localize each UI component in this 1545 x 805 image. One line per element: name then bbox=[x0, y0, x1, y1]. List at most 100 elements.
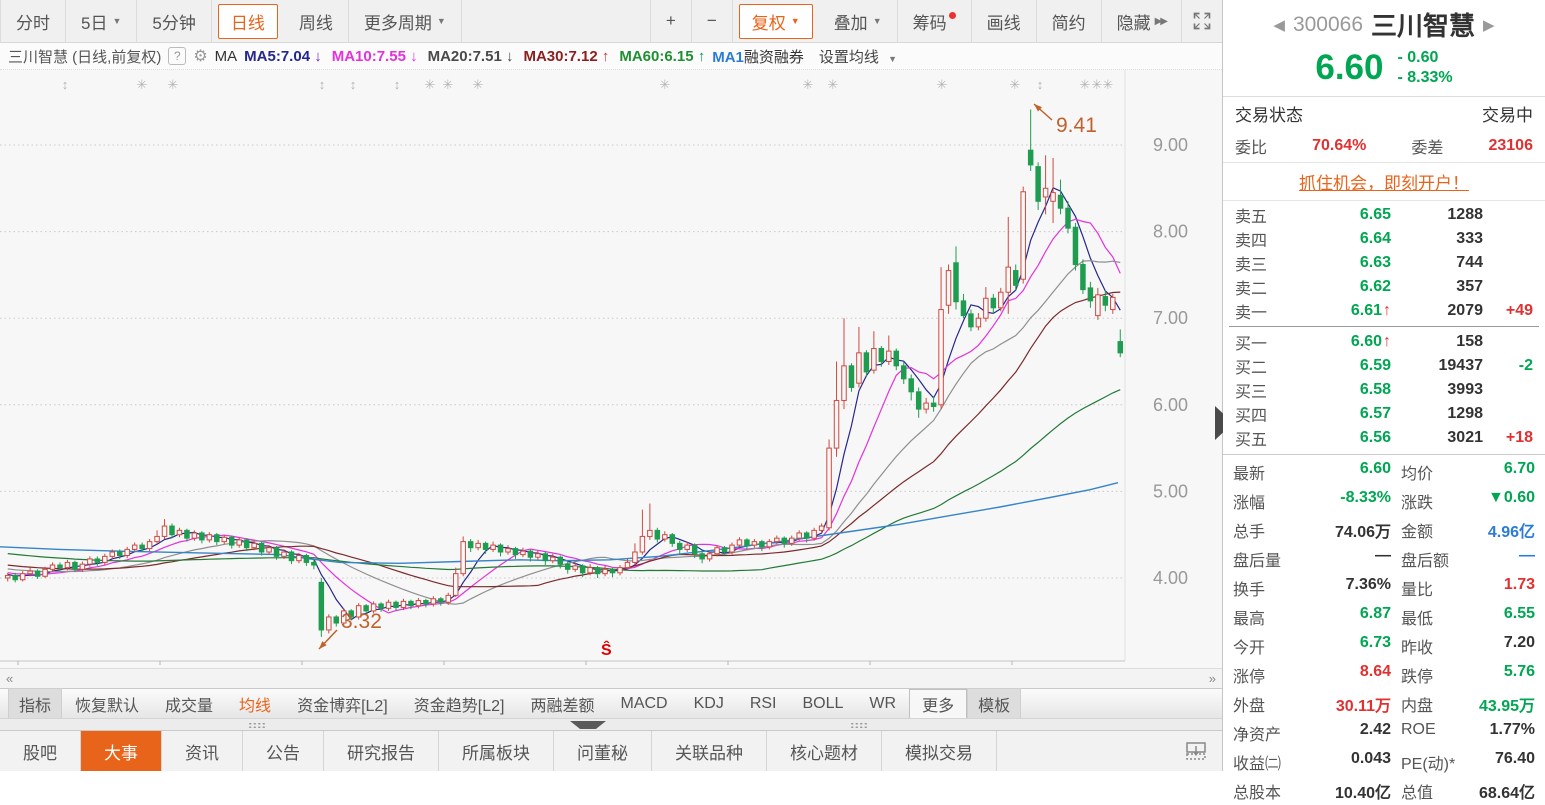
stat-label: 盘后量 bbox=[1233, 552, 1282, 570]
indicator-indicator[interactable]: 指标 bbox=[8, 687, 63, 720]
indicator-volume[interactable]: 成交量 bbox=[165, 697, 214, 715]
stat-净资产: 净资产 2.42 bbox=[1233, 721, 1391, 745]
book-price-value: 6.59 bbox=[1359, 357, 1391, 374]
tab-related[interactable]: 关联品种 bbox=[652, 731, 767, 771]
stat-label: 金额 bbox=[1401, 523, 1434, 541]
toolbar-button-more-periods[interactable]: 更多周期 ▼ bbox=[349, 0, 462, 42]
indicator-more[interactable]: 更多 bbox=[909, 688, 968, 719]
stats-row: 外盘 30.11万 内盘 43.95万 bbox=[1223, 689, 1545, 718]
next-stock-icon[interactable]: ▶ bbox=[1483, 16, 1495, 34]
book-level-label: 买二 bbox=[1235, 360, 1268, 377]
indicator-ma[interactable]: 均线 bbox=[239, 697, 272, 715]
indicator-margin-diff[interactable]: 两融差额 bbox=[530, 697, 595, 715]
tab-news[interactable]: 资讯 bbox=[162, 731, 243, 771]
stat-value: 8.64 bbox=[1359, 662, 1391, 680]
indicator-kdj[interactable]: KDJ bbox=[693, 694, 724, 712]
stat-label: 最低 bbox=[1401, 610, 1434, 628]
toolbar-button-daily[interactable]: 日线 bbox=[217, 3, 278, 39]
gear-icon[interactable]: ⚙ bbox=[193, 48, 208, 65]
quote-header: ◀ 300066 三川智慧 ▶ 6.60 - 0.60 - 8.33% bbox=[1223, 0, 1545, 96]
bid-row[interactable]: 买一 6.60↑ 158 bbox=[1223, 330, 1545, 354]
ma1-label[interactable]: MA1融资融券 bbox=[712, 46, 804, 67]
tab-core-theme[interactable]: 核心题材 bbox=[767, 731, 882, 771]
toolbar-button-fuquan[interactable]: 复权 ▼ bbox=[738, 3, 813, 39]
stats-row: 今开 6.73 昨收 7.20 bbox=[1223, 631, 1545, 660]
stock-name: 三川智慧 bbox=[1371, 11, 1476, 41]
stat-最高: 最高 6.87 bbox=[1233, 605, 1391, 629]
ma-trend-arrow-icon: ↓ bbox=[501, 47, 514, 65]
toolbar-button-chips[interactable]: 筹码 bbox=[898, 0, 972, 42]
bid-row[interactable]: 买二 6.59 19437 -2 bbox=[1223, 354, 1545, 378]
indicator-boll[interactable]: BOLL bbox=[802, 694, 844, 712]
book-price: 6.62 bbox=[1287, 278, 1391, 296]
collapse-panel-handle[interactable] bbox=[1215, 406, 1223, 440]
book-level-label: 买一 bbox=[1235, 336, 1268, 353]
toolbar-button-simple[interactable]: 简约 bbox=[1037, 0, 1102, 42]
help-icon[interactable]: ? bbox=[168, 47, 187, 65]
indicator-template[interactable]: 模板 bbox=[967, 687, 1022, 720]
horizontal-splitter[interactable] bbox=[0, 718, 1222, 731]
stats-row: 换手 7.36% 量比 1.73 bbox=[1223, 573, 1545, 602]
indicator-fund-trend[interactable]: 资金趋势[L2] bbox=[413, 697, 505, 715]
book-volume: 19437 bbox=[1438, 357, 1484, 374]
last-price: 6.60 bbox=[1315, 48, 1384, 87]
book-price: 6.65 bbox=[1287, 206, 1391, 224]
candlestick-chart-canvas[interactable]: 9.00 8.00 7.00 6.00 5.00 4.00 ↕ ✳ ✳ ↕ ↕ ↕ ✳ ✳ ✳ ✳ ✳ ✳ ✳ ✳ ↕ ✳… bbox=[0, 70, 1222, 668]
book-level-label: 卖四 bbox=[1235, 233, 1268, 250]
book-delta: -2 bbox=[1518, 357, 1533, 374]
ask-row[interactable]: 卖二 6.62 357 bbox=[1223, 275, 1545, 299]
toolbar-button-5day[interactable]: 5日 ▼ bbox=[66, 0, 138, 42]
stats-row: 总股本 10.40亿 总值 68.64亿 bbox=[1223, 776, 1545, 805]
ma-label: MA bbox=[214, 47, 238, 65]
tab-events[interactable]: 大事 bbox=[81, 731, 162, 771]
indicator-rsi[interactable]: RSI bbox=[749, 694, 777, 712]
indicator-fund-game[interactable]: 资金博弈[L2] bbox=[297, 697, 388, 715]
stat-今开: 今开 6.73 bbox=[1233, 634, 1391, 658]
toolbar-button-minute[interactable]: 分时 bbox=[0, 0, 66, 42]
open-account-link[interactable]: 抓住机会，即刻开户！ bbox=[1299, 174, 1469, 193]
fullscreen-icon[interactable] bbox=[1182, 0, 1222, 42]
stat-value: -8.33% bbox=[1340, 488, 1391, 506]
toolbar-button-5min[interactable]: 5分钟 bbox=[137, 0, 212, 42]
book-price: 6.56 bbox=[1287, 429, 1391, 447]
toolbar-button-hide[interactable]: 隐藏 ▶▶ bbox=[1102, 0, 1182, 42]
ma-value-text: MA10:7.55 bbox=[331, 47, 406, 65]
indicator-macd[interactable]: MACD bbox=[620, 694, 668, 712]
splitter-collapse-handle[interactable] bbox=[570, 721, 606, 729]
toolbar-button-weekly[interactable]: 周线 bbox=[284, 0, 349, 42]
ask-row[interactable]: 卖五 6.65 1288 bbox=[1223, 203, 1545, 227]
tab-sim-trading[interactable]: 模拟交易 bbox=[882, 731, 997, 771]
scroll-left-icon[interactable]: « bbox=[6, 670, 14, 686]
ask-row[interactable]: 卖四 6.64 333 bbox=[1223, 227, 1545, 251]
indicator-restore-default[interactable]: 恢复默认 bbox=[75, 697, 140, 715]
chart-scrollbar[interactable]: « » bbox=[0, 668, 1222, 688]
book-level-label: 卖三 bbox=[1235, 257, 1268, 274]
tab-guba[interactable]: 股吧 bbox=[0, 731, 81, 771]
tab-sector[interactable]: 所属板块 bbox=[439, 731, 554, 771]
ask-row[interactable]: 卖一 6.61↑ 2079 +49 bbox=[1223, 299, 1545, 323]
prev-stock-icon[interactable]: ◀ bbox=[1273, 16, 1285, 34]
toolbar-button-draw-line[interactable]: 画线 bbox=[972, 0, 1037, 42]
indicator-wr[interactable]: WR bbox=[869, 694, 897, 712]
trading-status-row: 交易状态 交易中 bbox=[1223, 96, 1545, 130]
scroll-right-icon[interactable]: » bbox=[1208, 670, 1216, 686]
bid-row[interactable]: 买四 6.57 1298 bbox=[1223, 402, 1545, 426]
bid-row[interactable]: 买三 6.58 3993 bbox=[1223, 378, 1545, 402]
tab-notice[interactable]: 公告 bbox=[243, 731, 324, 771]
tab-ask-secretary[interactable]: 问董秘 bbox=[554, 731, 652, 771]
splitter-dots[interactable] bbox=[850, 722, 868, 729]
toolbar-button-overlay[interactable]: 叠加 ▼ bbox=[819, 0, 898, 42]
stat-最低: 最低 6.55 bbox=[1401, 605, 1535, 629]
toolbar-button-zoom-out[interactable]: − bbox=[692, 0, 733, 42]
indicator-bar: 指标 恢复默认 成交量 均线 资金博弈[L2] 资金趋势[L2] 两融差额 MACD KDJ RS… bbox=[0, 687, 1222, 720]
dock-panel-icon[interactable] bbox=[1184, 731, 1222, 771]
splitter-dots[interactable] bbox=[248, 722, 266, 729]
toolbar-button-zoom-in[interactable]: + bbox=[649, 0, 692, 42]
ma-settings-button[interactable]: 设置均线 ▼ bbox=[818, 48, 897, 66]
ma1-prefix: MA1 bbox=[712, 48, 744, 66]
main-area: 分时 5日 ▼ 5分钟 日线 周线 更多周期 ▼ + − 复权 ▼ 叠加 ▼ 筹码 画线 简约 隐藏 ▶▶ 三川智… bbox=[0, 0, 1222, 771]
chevron-down-icon: ▼ bbox=[790, 16, 800, 26]
tab-research[interactable]: 研究报告 bbox=[324, 731, 439, 771]
ask-row[interactable]: 卖三 6.63 744 bbox=[1223, 251, 1545, 275]
bid-row[interactable]: 买五 6.56 3021 +18 bbox=[1223, 426, 1545, 450]
